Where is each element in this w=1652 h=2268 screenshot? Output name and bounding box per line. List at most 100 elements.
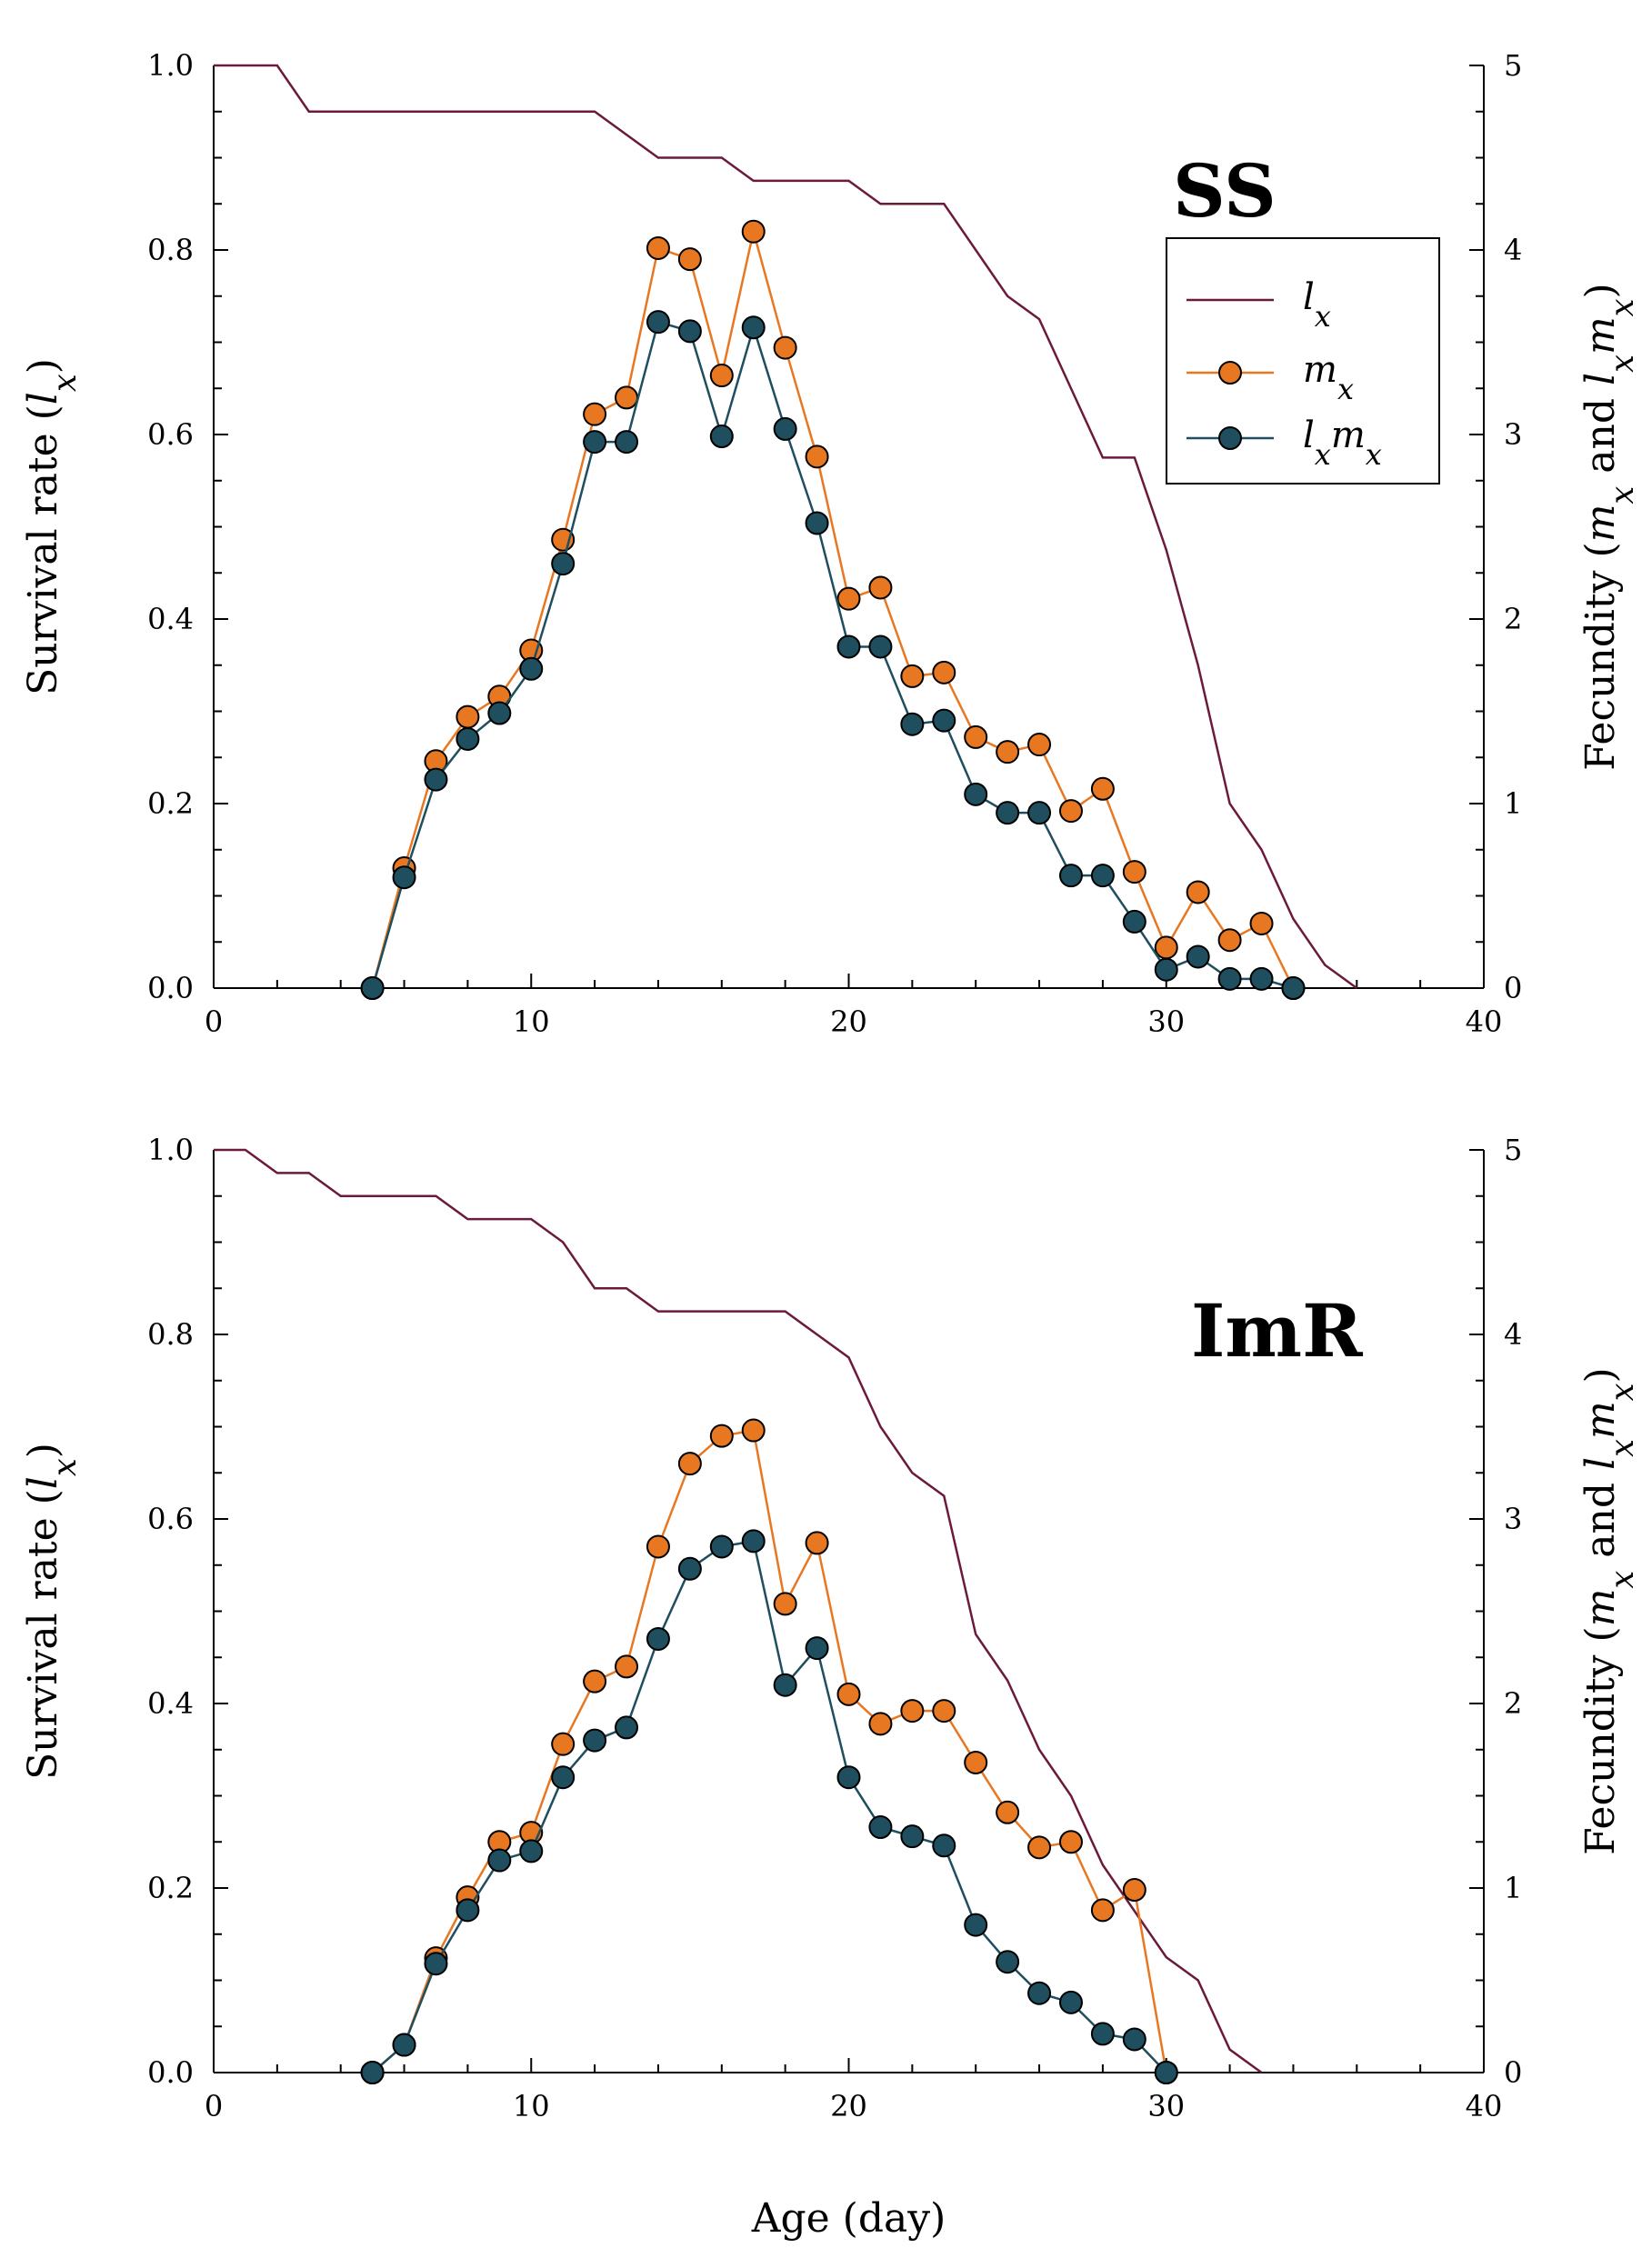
series-mx-point: [1154, 935, 1178, 960]
y-right-tick-label: 3: [1504, 417, 1522, 452]
series-mx-point: [1090, 776, 1115, 801]
series-lxmx-point: [615, 1715, 639, 1740]
series-mx-point: [709, 364, 734, 388]
series-lxmx-point: [1090, 2022, 1115, 2046]
series-lxmx-point: [677, 319, 702, 344]
series-lxmx-point: [1281, 976, 1306, 1000]
x-tick-label: 0: [205, 1004, 223, 1039]
series-mx-point: [551, 1732, 576, 1756]
y-right-tick-label: 2: [1504, 1686, 1522, 1721]
series-lxmx-point: [615, 430, 639, 455]
series-mx-point: [805, 1531, 829, 1555]
series-mx-point: [677, 1452, 702, 1476]
y-right-tick-label: 0: [1504, 2055, 1522, 2090]
panel-imr: 0 10 20 30 40 0.0 0.2 0.4 0.6 0.8 1.0 0 1 2 3 4 5 Surviva…: [20, 1133, 1641, 2242]
series-mx-point: [615, 1654, 639, 1679]
series-lxmx-point: [900, 712, 925, 736]
legend-box: [1166, 237, 1440, 485]
series-lxmx-point: [900, 1824, 925, 1849]
series-mx-point: [583, 1669, 607, 1694]
series-lxmx-point: [456, 726, 480, 751]
series-mx-point: [741, 1418, 766, 1443]
series-mx-point: [964, 1750, 988, 1774]
series-lxmx-point: [1090, 864, 1115, 888]
series-mx-point: [1186, 880, 1210, 904]
panel-label: SS: [1173, 148, 1277, 234]
series-mx-point: [709, 1424, 734, 1448]
legend-mx-label: mx: [1303, 349, 1354, 406]
series-lxmx-point: [583, 430, 607, 455]
series-lxmx-point: [709, 425, 734, 449]
y-right-title: Fecundity (mx and lxmx): [1577, 1367, 1641, 1854]
series-lxmx-point: [805, 1636, 829, 1661]
x-tick-label: 10: [513, 1004, 550, 1039]
x-axis-title: Age (day): [751, 2195, 946, 2242]
series-lxmx-point: [677, 1556, 702, 1581]
series-lxmx-point: [868, 634, 893, 659]
series-lxmx-point: [773, 1673, 797, 1697]
series-lxmx-point: [360, 976, 385, 1000]
series-mx-point: [646, 1534, 670, 1559]
series-mx-point: [1058, 1830, 1083, 1854]
series-mx-point: [1249, 911, 1274, 935]
series-mx-line: [371, 1429, 1167, 2073]
series-mx-point: [1058, 799, 1083, 824]
series-lxmx-point: [646, 310, 670, 335]
series-lxmx-point: [1154, 957, 1178, 982]
y-left-tick-label: 0.0: [147, 971, 194, 1005]
y-left-tick-label: 0.6: [147, 1502, 194, 1536]
panel-ss: 0 10 20 30 40 0.0 0.2 0.4 0.6 0.8 1.0 0 1 2 3 4 5 Surviva…: [20, 48, 1641, 1039]
series-lxmx-point: [646, 1626, 670, 1651]
series-lxmx-point: [424, 1952, 448, 1976]
legend-lxmx-label: lxmx: [1303, 415, 1382, 472]
series-lxmx-point: [996, 1950, 1020, 1974]
series-lxmx-point: [360, 2061, 385, 2084]
series-lxmx-point: [551, 1765, 576, 1790]
panel-label: ImR: [1191, 1288, 1363, 1374]
series-mx-point: [964, 724, 988, 749]
series-lxmx-point: [519, 1839, 544, 1863]
series-lxmx-point: [741, 315, 766, 340]
series-mx-point: [583, 402, 607, 426]
series-lxmx-point: [932, 1833, 956, 1858]
series-lxmx-point: [836, 634, 861, 659]
y-right-tick-label: 1: [1504, 1871, 1522, 1905]
series-lxmx-point: [996, 801, 1020, 825]
y-right-tick-label: 3: [1504, 1502, 1522, 1536]
series-mx-point: [932, 1699, 956, 1723]
series-lxmx-point: [709, 1534, 734, 1559]
series-lxmx-point: [392, 2033, 416, 2057]
y-left-tick-label: 0.4: [147, 602, 194, 636]
series-mx-point: [646, 235, 670, 260]
y-right-tick-label: 5: [1504, 48, 1522, 83]
series-mx-point: [1090, 1898, 1115, 1923]
y-right-tick-label: 4: [1504, 1317, 1522, 1352]
series-lxmx-point: [773, 416, 797, 441]
series-lxmx-point: [519, 656, 544, 681]
series-lxmx-point: [1217, 966, 1242, 991]
series-mx-point: [456, 704, 480, 729]
series-lxmx-point: [1186, 944, 1210, 969]
series-lxmx-line: [371, 320, 1294, 990]
series-lxmx-point: [583, 1728, 607, 1753]
series-mx-point: [773, 1592, 797, 1616]
series-lxmx-point: [836, 1765, 861, 1790]
y-left-title: Survival rate (lx): [20, 1443, 84, 1780]
series-lx-line: [214, 64, 1358, 990]
series-mx-point: [805, 445, 829, 469]
series-lxmx-point: [1027, 1981, 1052, 2005]
y-right-tick-label: 0: [1504, 971, 1522, 1005]
series-mx-point: [996, 1800, 1020, 1824]
series-mx-point: [868, 1712, 893, 1736]
y-right-title: Fecundity (mx and lxmx): [1577, 283, 1641, 770]
series-lxmx-point: [1122, 909, 1146, 934]
series-lxmx-point: [805, 511, 829, 535]
x-tick-label: 20: [830, 1004, 867, 1039]
y-left-tick-label: 0.2: [147, 1871, 194, 1905]
y-left-tick-label: 0.0: [147, 2055, 194, 2090]
legend-lx-label: lx: [1303, 276, 1331, 334]
x-tick-label: 40: [1466, 2089, 1503, 2123]
series-lxmx-point: [741, 1529, 766, 1554]
